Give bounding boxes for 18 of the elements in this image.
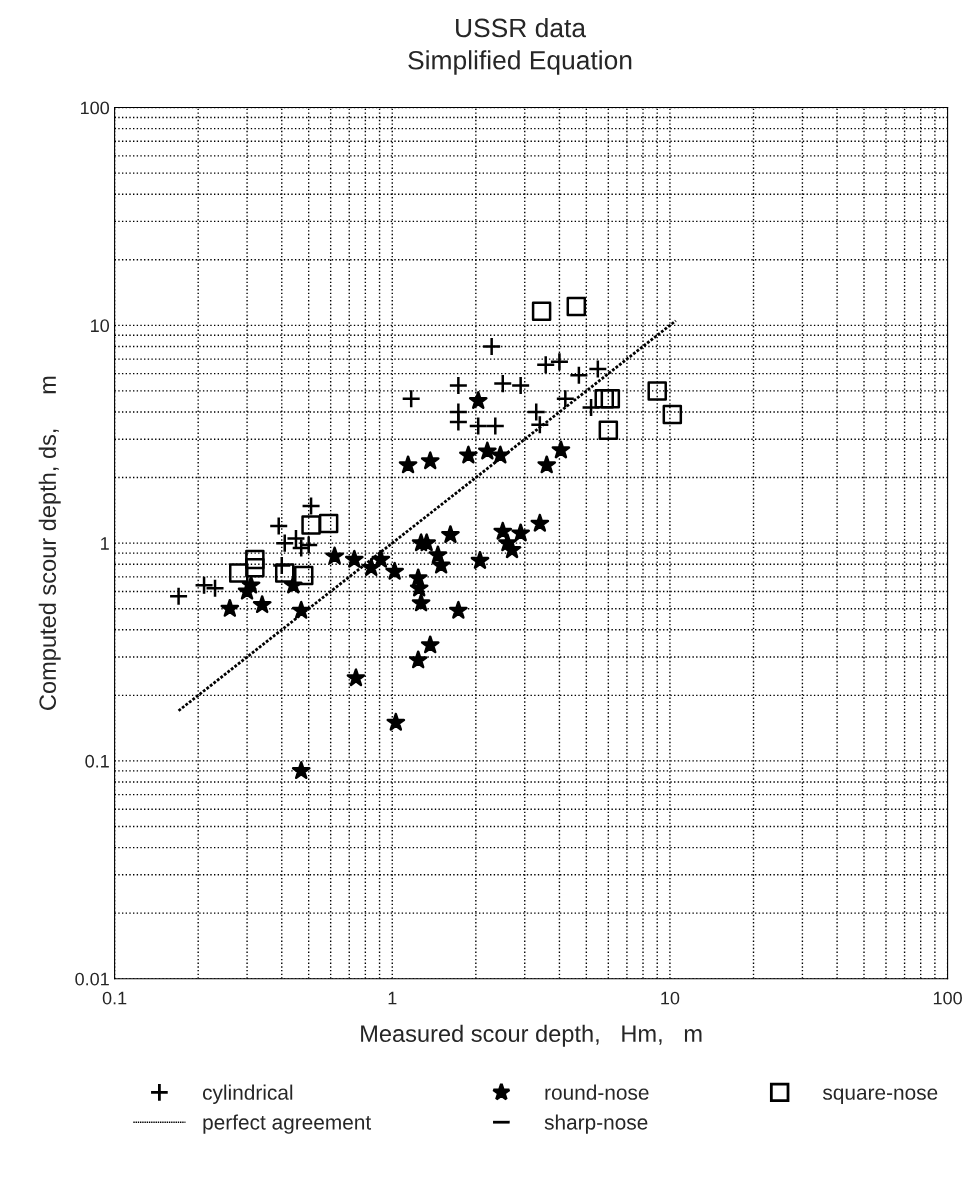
legend-label: sharp-nose [544, 1114, 648, 1134]
x-tick-label: 10 [661, 991, 680, 1005]
y-tick-label: 1 [101, 537, 109, 550]
x-tick-label: 0.1 [102, 991, 127, 1005]
x-axis-title: Measured scour depth, Hm, m [361, 1024, 702, 1047]
legend-label: perfect agreement [203, 1114, 372, 1134]
legend-label: round-nose [545, 1084, 649, 1100]
y-tick-label: 0.01 [75, 972, 109, 986]
chart-subtitle: Simplified Equation [408, 50, 632, 75]
x-tick-label: 100 [933, 991, 962, 1005]
y-axis-title: Computed scour depth, ds, m [38, 376, 61, 710]
chart-title: USSR data [456, 17, 587, 38]
legend-label: square-nose [822, 1088, 938, 1104]
legend-label: cylindrical [202, 1084, 293, 1104]
x-tick-label: 1 [388, 991, 397, 1005]
y-tick-label: 10 [91, 319, 110, 333]
y-tick-label: 100 [80, 101, 110, 115]
y-tick-label: 0.1 [85, 754, 109, 768]
